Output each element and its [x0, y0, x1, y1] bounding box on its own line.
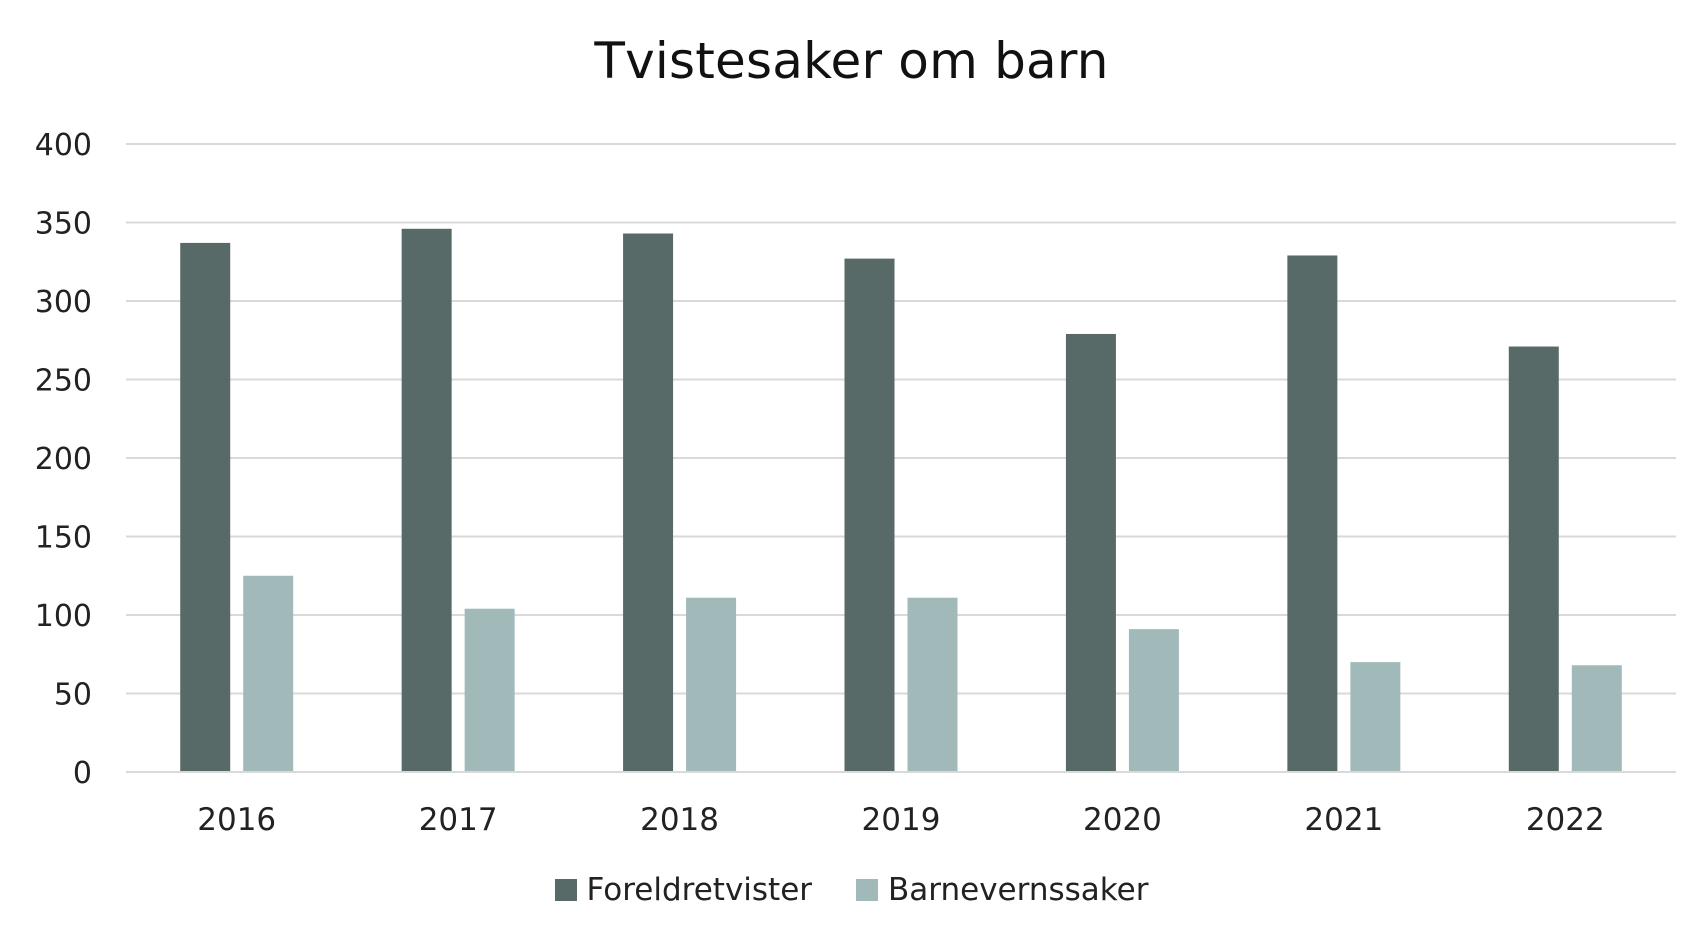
bar-barnevernssaker-2016	[243, 575, 294, 772]
y-tick-label-400: 400	[35, 128, 92, 163]
bar-barnevernssaker-2018	[686, 597, 737, 772]
bar-barnevernssaker-2019	[907, 597, 958, 772]
chart-title: Tvistesaker om barn	[594, 32, 1109, 90]
chart-legend: Foreldretvister Barnevernssaker	[0, 872, 1703, 908]
bar-foreldretvister-2018	[623, 233, 674, 773]
legend-label-foreldretvister: Foreldretvister	[586, 872, 813, 908]
legend-label-barnevernssaker: Barnevernssaker	[888, 872, 1149, 908]
x-tick-label-2016: 2016	[197, 802, 276, 838]
y-tick-label-0: 0	[73, 756, 92, 791]
bar-foreldretvister-2021	[1287, 255, 1338, 773]
x-tick-label-2017: 2017	[419, 802, 498, 838]
y-tick-label-300: 300	[35, 285, 92, 320]
x-tick-label-2021: 2021	[1304, 802, 1383, 838]
y-tick-label-150: 150	[35, 521, 92, 556]
bar-foreldretvister-2016	[180, 242, 231, 772]
x-tick-label-2019: 2019	[862, 802, 941, 838]
x-tick-label-2018: 2018	[640, 802, 719, 838]
y-tick-label-100: 100	[35, 599, 92, 634]
bar-barnevernssaker-2021	[1350, 662, 1401, 772]
legend-item-foreldretvister: Foreldretvister	[554, 872, 813, 908]
bar-foreldretvister-2019	[844, 258, 895, 772]
legend-swatch-barnevernssaker	[856, 879, 879, 901]
y-tick-label-50: 50	[54, 678, 92, 713]
y-tick-label-200: 200	[35, 442, 92, 477]
bar-barnevernssaker-2022	[1571, 665, 1622, 772]
x-tick-label-2022: 2022	[1526, 802, 1605, 838]
x-tick-label-2020: 2020	[1083, 802, 1162, 838]
legend-item-barnevernssaker: Barnevernssaker	[856, 872, 1148, 908]
bar-barnevernssaker-2017	[464, 608, 515, 772]
bar-foreldretvister-2017	[401, 228, 452, 772]
bar-barnevernssaker-2020	[1128, 629, 1179, 772]
legend-swatch-foreldretvister	[554, 879, 577, 901]
bar-foreldretvister-2020	[1065, 333, 1116, 772]
y-tick-label-250: 250	[35, 364, 92, 399]
bar-foreldretvister-2022	[1508, 346, 1559, 772]
y-tick-label-350: 350	[35, 207, 92, 242]
